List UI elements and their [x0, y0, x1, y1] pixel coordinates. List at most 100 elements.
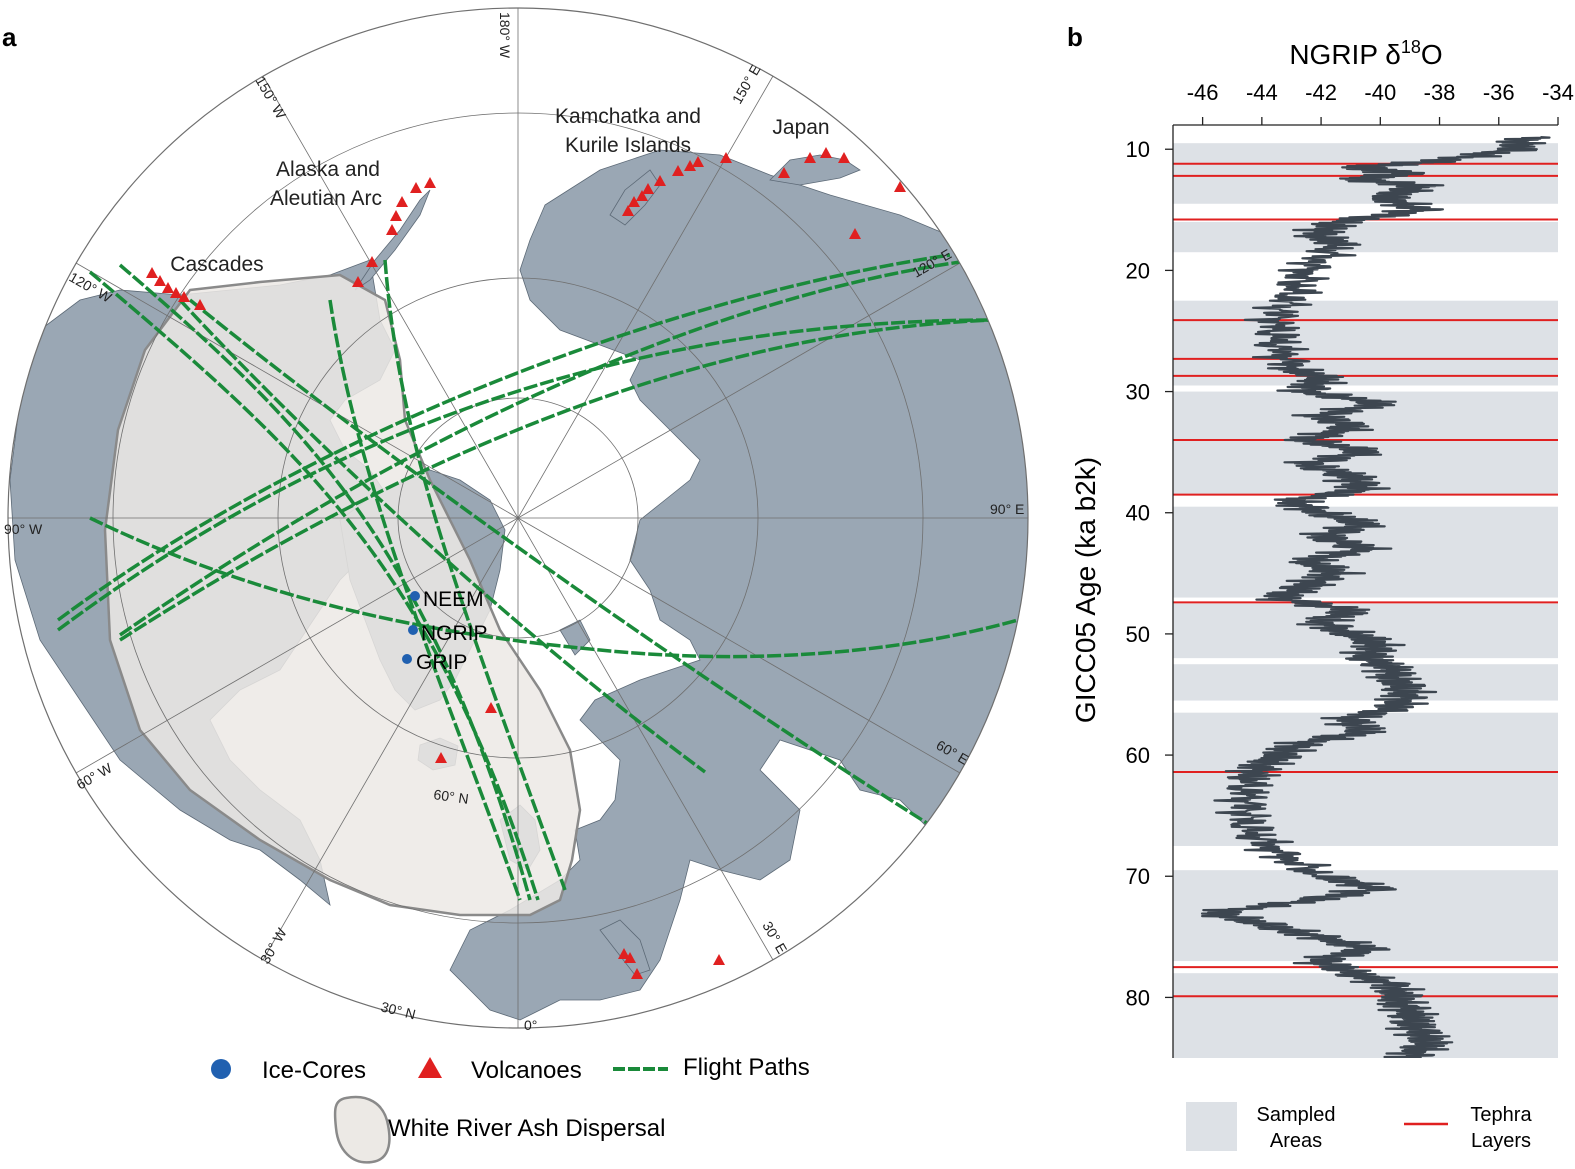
volcano-triangle: [804, 152, 816, 163]
volcano-triangle: [366, 256, 378, 267]
sampled-area-band: [1173, 300, 1558, 386]
legend-ice-core-icon: [211, 1059, 231, 1079]
italy: [599, 919, 651, 976]
map-legend: Ice-Cores Volcanoes Flight Paths White R…: [211, 1054, 810, 1164]
volcano-triangle: [778, 167, 790, 178]
legend-sampled-swatch: [1186, 1102, 1237, 1151]
volcano-triangle: [424, 177, 436, 188]
legend-volcano-icon: [418, 1057, 442, 1078]
x-tick-label: -42: [1305, 80, 1337, 105]
legend-dispersal-icon: [333, 1095, 391, 1164]
volcano-triangle: [618, 948, 630, 959]
alaska-label-1: Alaska and: [276, 158, 380, 181]
volcano-triangle: [386, 224, 398, 235]
volcano-triangle: [178, 291, 190, 302]
volcano-triangle: [622, 205, 634, 216]
y-tick-label: 80: [1126, 985, 1150, 1010]
meridian-label-0: 0°: [524, 1017, 537, 1033]
panel-b-label: b: [1067, 22, 1083, 52]
ngrip-dot: [408, 625, 418, 635]
legend-ice-cores-label: Ice-Cores: [262, 1057, 366, 1084]
y-ticks: 10 20 30 40 50 60 70 80: [1126, 137, 1173, 1010]
neem-dot: [410, 591, 420, 601]
japan-islands: [769, 154, 861, 186]
volcano-triangle: [654, 175, 666, 186]
legend-sampled-label-2: Areas: [1270, 1130, 1322, 1152]
volcano-triangle: [838, 152, 850, 163]
volcano-triangle: [820, 147, 832, 158]
meridian-120e-60w: [75, 262, 961, 774]
d18o-series-line: [1200, 136, 1551, 1058]
sampled-area-band: [1173, 973, 1558, 1058]
volcano-triangle: [642, 183, 654, 194]
x-tick-label: -44: [1246, 80, 1278, 105]
volcano-triangle: [672, 165, 684, 176]
grip-label: GRIP: [416, 651, 467, 674]
meridian-label-90e: 90° E: [990, 501, 1024, 517]
volcano-triangle: [396, 196, 408, 207]
meridian-label-90w: 90° W: [4, 521, 43, 537]
volcano-triangle: [146, 267, 158, 278]
legend-sampled-label-1: Sampled: [1257, 1104, 1336, 1126]
volcano-triangle: [410, 182, 422, 193]
japan-label: Japan: [772, 116, 829, 139]
axes: -46 -44 -42 -40 -38 -36 -34 10 20 30 40 50 60 70 80: [1126, 80, 1574, 1058]
flight-path: [119, 318, 996, 642]
panel-b: b NGRIP δ18O GICC05 Age (ka b2k) -46 -44 -…: [1067, 22, 1574, 1152]
flight-path: [89, 516, 1026, 659]
flight-path: [119, 260, 961, 637]
x-ticks: -46 -44 -42 -40 -38 -36 -34: [1187, 80, 1574, 125]
volcano-markers: [146, 147, 906, 979]
y-tick-label: 30: [1126, 380, 1150, 405]
flight-path: [56, 318, 996, 632]
legend-volcanoes-label: Volcanoes: [471, 1057, 582, 1084]
volcano-triangle: [849, 228, 861, 239]
volcano-triangle: [162, 282, 174, 293]
y-tick-label: 10: [1126, 137, 1150, 162]
x-tick-label: -38: [1424, 80, 1456, 105]
chart-title: NGRIP δ18O: [1289, 37, 1442, 70]
meridian-label-180w: 180° W: [497, 12, 513, 59]
flight-path: [56, 253, 951, 622]
kamchatka-label-1: Kamchatka and: [555, 105, 701, 128]
sampled-area-band: [1173, 664, 1558, 701]
volcano-triangle: [352, 276, 364, 287]
flight-path: [118, 263, 532, 901]
flight-path: [88, 270, 540, 901]
chart-legend: Sampled Areas Tephra Layers: [1186, 1102, 1532, 1152]
legend-flight-paths-label: Flight Paths: [683, 1054, 810, 1081]
volcano-triangle: [636, 190, 648, 201]
y-tick-label: 60: [1126, 743, 1150, 768]
ngrip-label: NGRIP: [421, 622, 488, 645]
cascades-label: Cascades: [170, 253, 263, 276]
volcano-triangle: [154, 275, 166, 286]
x-tick-label: -34: [1542, 80, 1574, 105]
panel-a-label: a: [2, 22, 17, 52]
panel-a: a: [2, 7, 1029, 1164]
legend-tephra-label-2: Layers: [1471, 1130, 1531, 1152]
y-tick-label: 20: [1126, 258, 1150, 283]
flight-path: [328, 299, 522, 901]
flight-paths: [56, 253, 1026, 901]
volcano-triangle: [624, 952, 636, 963]
plot-area: [1173, 136, 1558, 1058]
alaska-label-2: Aleutian Arc: [270, 187, 382, 210]
y-tick-label: 50: [1126, 622, 1150, 647]
x-tick-label: -46: [1187, 80, 1219, 105]
volcano-triangle: [194, 299, 206, 310]
ice-core-markers: [402, 591, 420, 664]
kamchatka-label-2: Kurile Islands: [565, 134, 691, 157]
x-tick-label: -40: [1364, 80, 1396, 105]
grip-dot: [402, 654, 412, 664]
legend-dispersal-label: White River Ash Dispersal: [388, 1115, 665, 1142]
map-area: [8, 8, 1028, 1028]
volcano-triangle: [435, 752, 447, 763]
volcano-triangle: [720, 152, 732, 163]
volcano-triangle: [692, 156, 704, 167]
volcano-triangle: [485, 702, 497, 713]
volcano-triangle: [390, 210, 402, 221]
volcano-triangle: [631, 968, 643, 979]
y-tick-label: 70: [1126, 864, 1150, 889]
y-axis-label: GICC05 Age (ka b2k): [1070, 457, 1101, 723]
